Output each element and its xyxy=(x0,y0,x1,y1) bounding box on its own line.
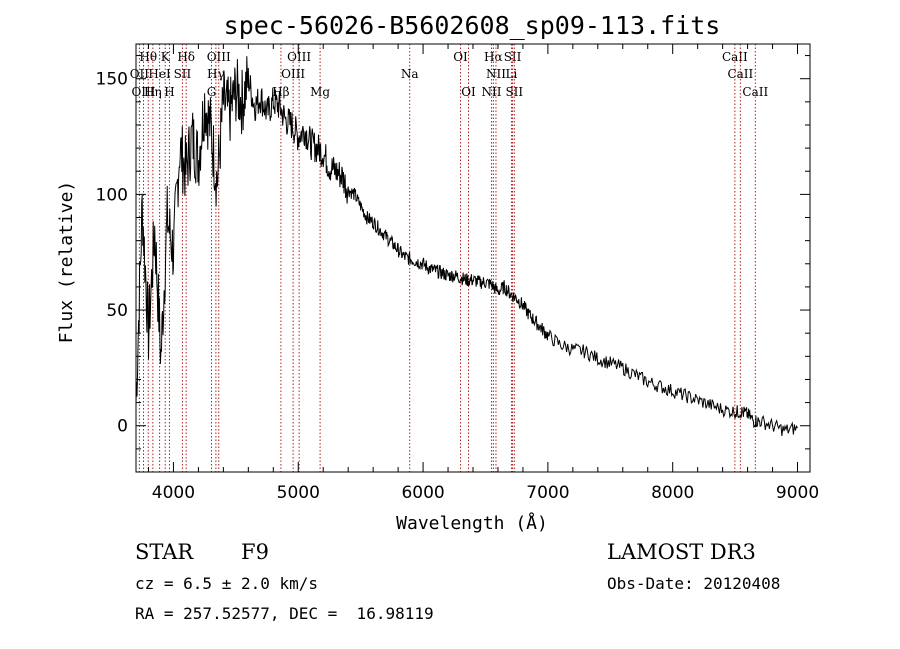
y-tick-label: 100 xyxy=(96,185,128,205)
redshift-cz: cz = 6.5 ± 2.0 km/s xyxy=(135,574,319,593)
spectrum-line xyxy=(135,56,798,436)
coordinates: RA = 257.52577, DEC = 16.98119 xyxy=(135,604,434,623)
y-tick-label: 0 xyxy=(117,417,128,437)
x-tick-label: 7000 xyxy=(526,483,569,503)
line-marker-label: OIII xyxy=(207,50,231,64)
x-tick-label: 8000 xyxy=(651,483,694,503)
line-marker-label: Hθ xyxy=(139,50,157,64)
chart-title: spec-56026-B5602608_sp09-113.fits xyxy=(224,11,721,40)
line-marker-label: OIII xyxy=(131,85,155,99)
line-marker-label: CaII xyxy=(742,85,768,99)
line-marker-label: SII xyxy=(505,85,523,99)
line-marker-label: CaII xyxy=(727,67,753,81)
line-marker-label: G xyxy=(207,85,217,99)
line-marker-label: HeI xyxy=(148,67,171,81)
y-tick-label: 50 xyxy=(106,301,128,321)
x-tick-label: 4000 xyxy=(152,483,195,503)
line-marker-label: OII xyxy=(130,67,150,81)
line-marker-label: OIII xyxy=(281,67,305,81)
x-tick-label: 9000 xyxy=(776,483,819,503)
survey-name: LAMOST DR3 xyxy=(607,540,756,564)
object-subclass: F9 xyxy=(241,540,269,564)
line-marker-label: CaII xyxy=(722,50,748,64)
x-axis-label: Wavelength (Å) xyxy=(396,512,548,534)
line-marker-label: H xyxy=(164,85,174,99)
line-marker-label: Hα xyxy=(484,50,503,64)
x-tick-label: 6000 xyxy=(401,483,444,503)
y-tick-label: 150 xyxy=(96,70,128,90)
axes: 4000 5000 6000 7000 8000 9000 0 50 100 150 xyxy=(96,43,819,503)
line-marker-label: Li xyxy=(506,67,518,81)
x-tick-label: 5000 xyxy=(277,483,320,503)
y-axis-label: Flux (relative) xyxy=(56,181,77,344)
line-marker-label: NII xyxy=(486,67,506,81)
line-marker-label: Na xyxy=(401,67,419,81)
line-marker-label: OIII xyxy=(287,50,311,64)
line-marker-label: K xyxy=(161,50,171,64)
line-marker-label: Hδ xyxy=(177,50,195,64)
line-marker-label: Mg xyxy=(310,85,330,99)
line-marker-label: SII xyxy=(174,67,192,81)
line-marker-label: OI xyxy=(461,85,476,99)
line-marker-label: SII xyxy=(504,50,522,64)
spectrum-series xyxy=(135,56,798,436)
line-marker-label: NII xyxy=(481,85,501,99)
line-marker-label: Hγ xyxy=(207,67,225,81)
line-marker-label: OI xyxy=(453,50,468,64)
line-marker-label: Hη xyxy=(144,85,162,99)
observation-date: Obs-Date: 20120408 xyxy=(607,574,781,593)
plot-frame xyxy=(135,43,811,473)
object-class: STAR xyxy=(135,540,194,564)
